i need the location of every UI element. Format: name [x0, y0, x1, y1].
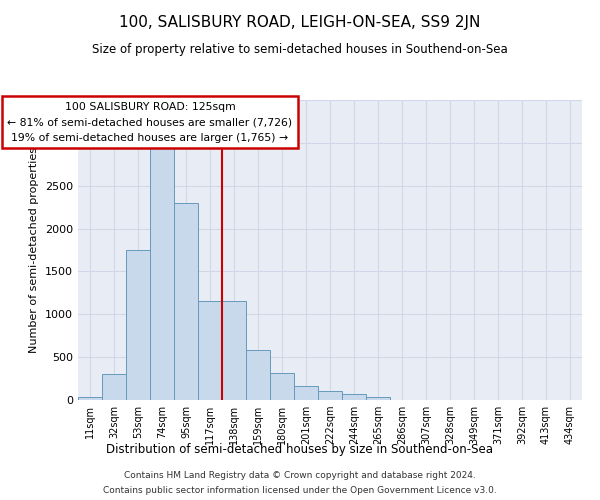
Text: 100, SALISBURY ROAD, LEIGH-ON-SEA, SS9 2JN: 100, SALISBURY ROAD, LEIGH-ON-SEA, SS9 2… — [119, 15, 481, 30]
Text: Size of property relative to semi-detached houses in Southend-on-Sea: Size of property relative to semi-detach… — [92, 42, 508, 56]
Bar — [318, 392, 342, 400]
Bar — [126, 250, 150, 400]
Text: Contains HM Land Registry data © Crown copyright and database right 2024.: Contains HM Land Registry data © Crown c… — [124, 471, 476, 480]
Bar — [294, 386, 318, 400]
Bar — [342, 394, 366, 400]
Bar — [150, 138, 174, 400]
Bar — [366, 398, 390, 400]
Bar — [246, 350, 270, 400]
Bar — [174, 203, 198, 400]
Bar — [198, 302, 222, 400]
Bar — [222, 302, 246, 400]
Bar — [102, 374, 126, 400]
Text: Contains public sector information licensed under the Open Government Licence v3: Contains public sector information licen… — [103, 486, 497, 495]
Text: Distribution of semi-detached houses by size in Southend-on-Sea: Distribution of semi-detached houses by … — [107, 442, 493, 456]
Y-axis label: Number of semi-detached properties: Number of semi-detached properties — [29, 147, 40, 353]
Bar — [78, 398, 102, 400]
Text: 100 SALISBURY ROAD: 125sqm
← 81% of semi-detached houses are smaller (7,726)
19%: 100 SALISBURY ROAD: 125sqm ← 81% of semi… — [7, 102, 293, 143]
Bar — [270, 372, 294, 400]
